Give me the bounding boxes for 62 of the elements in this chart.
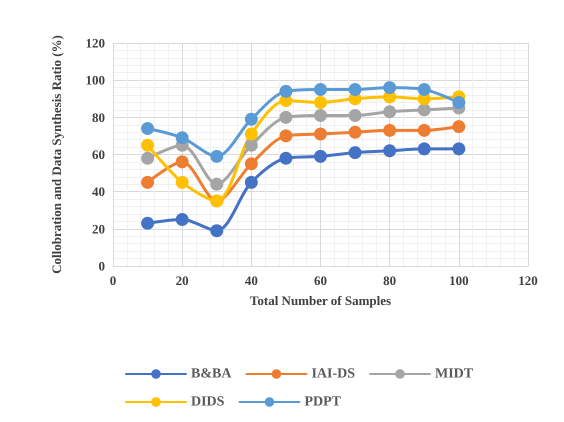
point <box>314 128 327 141</box>
x-tick-label: 120 <box>518 273 538 288</box>
legend-label: DIDS <box>191 394 225 410</box>
x-tick-label: 80 <box>383 273 396 288</box>
x-tick-label: 20 <box>176 273 189 288</box>
point <box>141 152 154 165</box>
point <box>279 110 292 124</box>
point <box>244 176 258 189</box>
point <box>383 105 396 118</box>
point <box>348 108 362 122</box>
point <box>418 142 431 156</box>
x-tick-label: 60 <box>314 273 327 288</box>
point <box>176 213 189 226</box>
x-axis-title: Total Number of Samples <box>250 293 392 308</box>
y-tick-label: 80 <box>92 110 105 125</box>
point <box>279 152 292 165</box>
point <box>314 150 327 163</box>
point <box>244 128 258 141</box>
point <box>314 108 327 122</box>
point <box>418 124 431 137</box>
point <box>244 138 258 152</box>
y-axis-title: Collobration and Data Synthesis Ratio (%) <box>49 35 64 274</box>
point <box>452 142 466 156</box>
y-tick-label: 120 <box>86 36 105 50</box>
point <box>141 176 154 189</box>
point <box>176 155 189 168</box>
point <box>383 81 396 94</box>
point <box>279 129 292 142</box>
point <box>279 84 292 98</box>
y-tick-label: 100 <box>86 72 105 88</box>
legend-label: IAI-DS <box>311 366 356 382</box>
x-tick-label: 0 <box>110 273 116 288</box>
point <box>383 144 396 158</box>
point <box>141 138 154 152</box>
point <box>348 146 362 160</box>
point <box>348 126 362 139</box>
legend-label: MIDT <box>435 366 474 382</box>
point <box>176 176 189 189</box>
point <box>210 150 224 163</box>
point <box>141 122 154 135</box>
point <box>383 124 396 137</box>
point <box>244 112 258 126</box>
point <box>418 103 431 116</box>
point <box>141 216 154 230</box>
legend-label: B&BA <box>191 366 232 382</box>
x-tick-label: 40 <box>244 273 258 288</box>
y-tick-label: 0 <box>98 258 105 274</box>
x-tick-label: 100 <box>449 273 469 288</box>
point <box>210 178 224 191</box>
point <box>418 82 431 96</box>
point <box>314 96 327 109</box>
y-tick-label: 60 <box>92 147 105 162</box>
legend-label: PDPT <box>304 394 342 410</box>
point <box>210 224 224 238</box>
y-tick-label: 20 <box>92 221 105 236</box>
point <box>452 96 466 109</box>
point <box>314 82 327 96</box>
point <box>176 131 189 144</box>
point <box>244 157 258 170</box>
y-tick-label: 40 <box>92 184 105 200</box>
point <box>348 82 362 96</box>
point <box>452 120 466 134</box>
